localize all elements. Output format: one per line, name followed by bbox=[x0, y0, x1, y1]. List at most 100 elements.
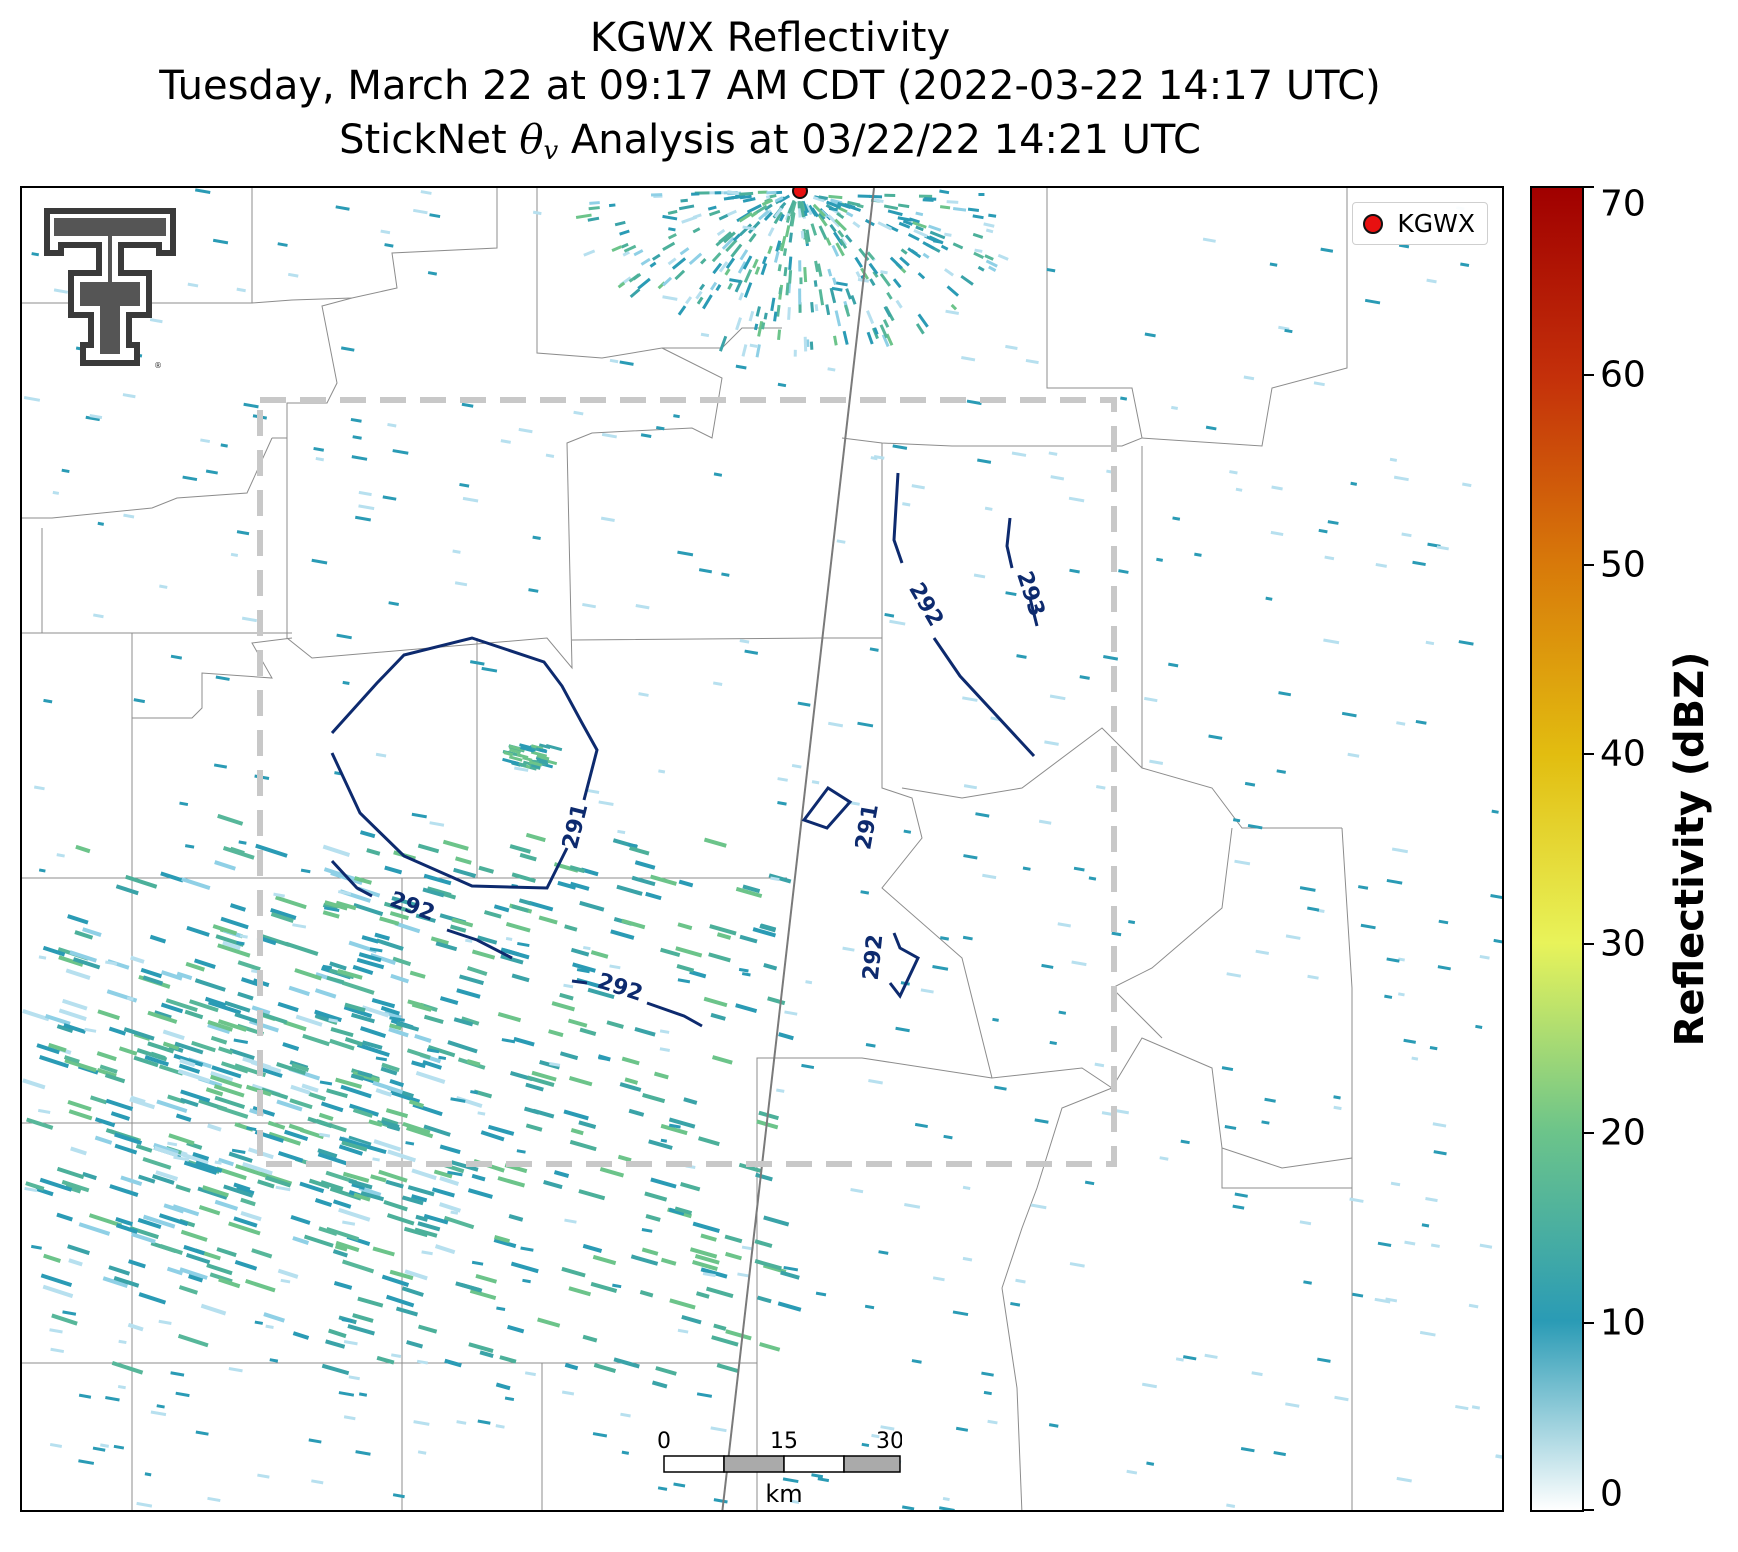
echo-mark bbox=[1202, 237, 1216, 243]
echo-mark bbox=[1285, 934, 1301, 940]
echo-mark bbox=[420, 190, 432, 195]
echo-mark bbox=[1303, 1280, 1312, 1285]
echo-mark bbox=[337, 968, 363, 980]
echo-mark bbox=[1224, 1125, 1237, 1130]
echo-mark bbox=[834, 310, 842, 327]
echo-mark bbox=[447, 1040, 478, 1054]
echo-mark bbox=[903, 829, 912, 834]
map-legend: KGWX bbox=[1352, 202, 1488, 245]
echo-mark bbox=[290, 1084, 311, 1095]
echo-mark bbox=[404, 1269, 428, 1281]
echo-mark bbox=[962, 1256, 973, 1262]
echo-mark bbox=[198, 1205, 221, 1216]
echo-mark bbox=[805, 980, 813, 985]
echo-mark bbox=[1436, 545, 1449, 551]
echo-mark bbox=[320, 1101, 344, 1113]
echo-mark bbox=[779, 201, 787, 210]
echo-mark bbox=[84, 1027, 97, 1033]
echo-mark bbox=[1226, 1503, 1236, 1508]
echo-mark bbox=[1016, 654, 1027, 659]
echo-mark bbox=[78, 1393, 92, 1399]
echo-mark bbox=[444, 1358, 462, 1368]
echo-mark bbox=[473, 1089, 493, 1099]
echo-mark bbox=[115, 1223, 138, 1234]
echo-mark bbox=[212, 238, 229, 245]
echo-mark bbox=[559, 992, 574, 1001]
echo-mark bbox=[480, 1130, 505, 1142]
echo-mark bbox=[1479, 954, 1490, 960]
echo-mark bbox=[411, 1060, 426, 1069]
echo-mark bbox=[481, 666, 498, 673]
echo-mark bbox=[510, 1071, 533, 1082]
echo-mark bbox=[972, 232, 984, 239]
echo-mark bbox=[865, 1043, 876, 1048]
echo-mark bbox=[127, 1322, 144, 1332]
echo-mark bbox=[1050, 475, 1065, 481]
echo-mark bbox=[341, 980, 375, 995]
echo-mark bbox=[189, 999, 219, 1013]
echo-mark bbox=[760, 923, 777, 932]
echo-mark bbox=[871, 1433, 880, 1439]
echo-mark bbox=[513, 1036, 535, 1047]
echo-mark bbox=[256, 1010, 288, 1025]
echo-mark bbox=[267, 1120, 286, 1130]
echo-mark bbox=[1299, 1220, 1312, 1226]
echo-mark bbox=[411, 1168, 437, 1181]
echo-mark bbox=[236, 287, 246, 293]
echo-mark bbox=[710, 1426, 727, 1433]
echo-mark bbox=[833, 335, 838, 346]
echo-mark bbox=[880, 1425, 895, 1431]
county-line bbox=[1221, 1148, 1352, 1189]
echo-mark bbox=[1180, 1139, 1190, 1145]
echo-mark bbox=[633, 249, 644, 257]
echo-mark bbox=[860, 890, 870, 895]
echo-mark bbox=[742, 884, 761, 894]
echo-mark bbox=[766, 190, 777, 195]
contour-292-east-small bbox=[888, 932, 920, 999]
echo-mark bbox=[528, 900, 554, 912]
echo-mark bbox=[61, 468, 70, 474]
echo-mark bbox=[236, 940, 245, 946]
echo-mark bbox=[536, 754, 550, 761]
echo-mark bbox=[330, 1027, 354, 1038]
echo-mark bbox=[831, 244, 840, 257]
echo-mark bbox=[660, 1257, 677, 1266]
echo-mark bbox=[788, 256, 793, 270]
echo-mark bbox=[180, 1089, 211, 1103]
echo-mark bbox=[660, 1138, 668, 1143]
echo-mark bbox=[835, 242, 845, 257]
echo-mark bbox=[361, 1040, 383, 1050]
echo-mark bbox=[423, 873, 452, 886]
echo-mark bbox=[311, 1479, 324, 1485]
echo-mark bbox=[810, 207, 819, 218]
echo-mark bbox=[493, 1238, 517, 1249]
echo-mark bbox=[1071, 960, 1087, 967]
echo-mark bbox=[828, 194, 843, 200]
echo-mark bbox=[977, 265, 985, 272]
echo-mark bbox=[612, 1283, 622, 1289]
echo-mark bbox=[593, 1363, 617, 1373]
echo-mark bbox=[716, 228, 726, 237]
echo-mark bbox=[1073, 866, 1085, 872]
echo-mark bbox=[183, 1244, 205, 1256]
theta-v-contours bbox=[330, 472, 1039, 1028]
echo-mark bbox=[509, 844, 531, 854]
echo-mark bbox=[228, 1151, 253, 1163]
echo-mark bbox=[532, 210, 542, 216]
echo-mark bbox=[214, 1095, 246, 1110]
echo-mark bbox=[963, 854, 978, 860]
echo-mark bbox=[712, 262, 723, 275]
echo-mark bbox=[338, 1391, 355, 1397]
echo-mark bbox=[228, 1367, 243, 1373]
echo-mark bbox=[570, 1128, 584, 1136]
echo-mark bbox=[962, 1185, 971, 1191]
echo-mark bbox=[764, 198, 772, 205]
echo-mark bbox=[407, 1185, 435, 1197]
echo-mark bbox=[147, 1041, 175, 1054]
echo-mark bbox=[524, 1371, 536, 1377]
radar-map[interactable]: 291 291 292 292 292 292 293 ® KGWX 0 15 … bbox=[20, 186, 1504, 1512]
echo-mark bbox=[406, 1340, 424, 1349]
echo-mark bbox=[299, 1181, 325, 1194]
echo-mark bbox=[1149, 759, 1164, 765]
echo-mark bbox=[350, 1073, 364, 1081]
